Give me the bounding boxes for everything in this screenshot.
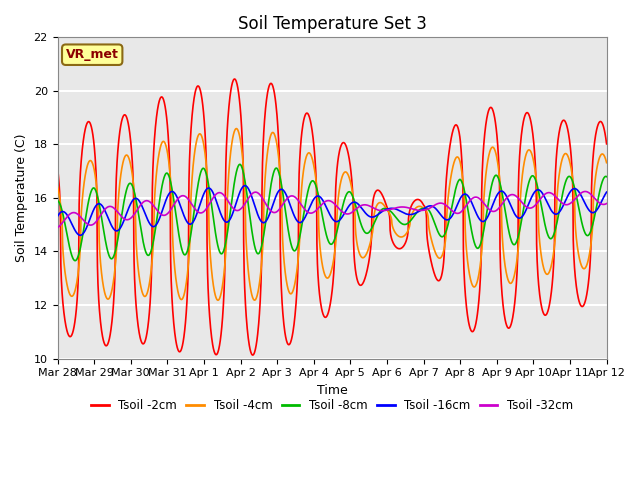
Title: Soil Temperature Set 3: Soil Temperature Set 3 — [237, 15, 426, 33]
X-axis label: Time: Time — [317, 384, 348, 397]
Text: VR_met: VR_met — [66, 48, 118, 61]
Y-axis label: Soil Temperature (C): Soil Temperature (C) — [15, 134, 28, 262]
Legend: Tsoil -2cm, Tsoil -4cm, Tsoil -8cm, Tsoil -16cm, Tsoil -32cm: Tsoil -2cm, Tsoil -4cm, Tsoil -8cm, Tsoi… — [86, 395, 578, 417]
